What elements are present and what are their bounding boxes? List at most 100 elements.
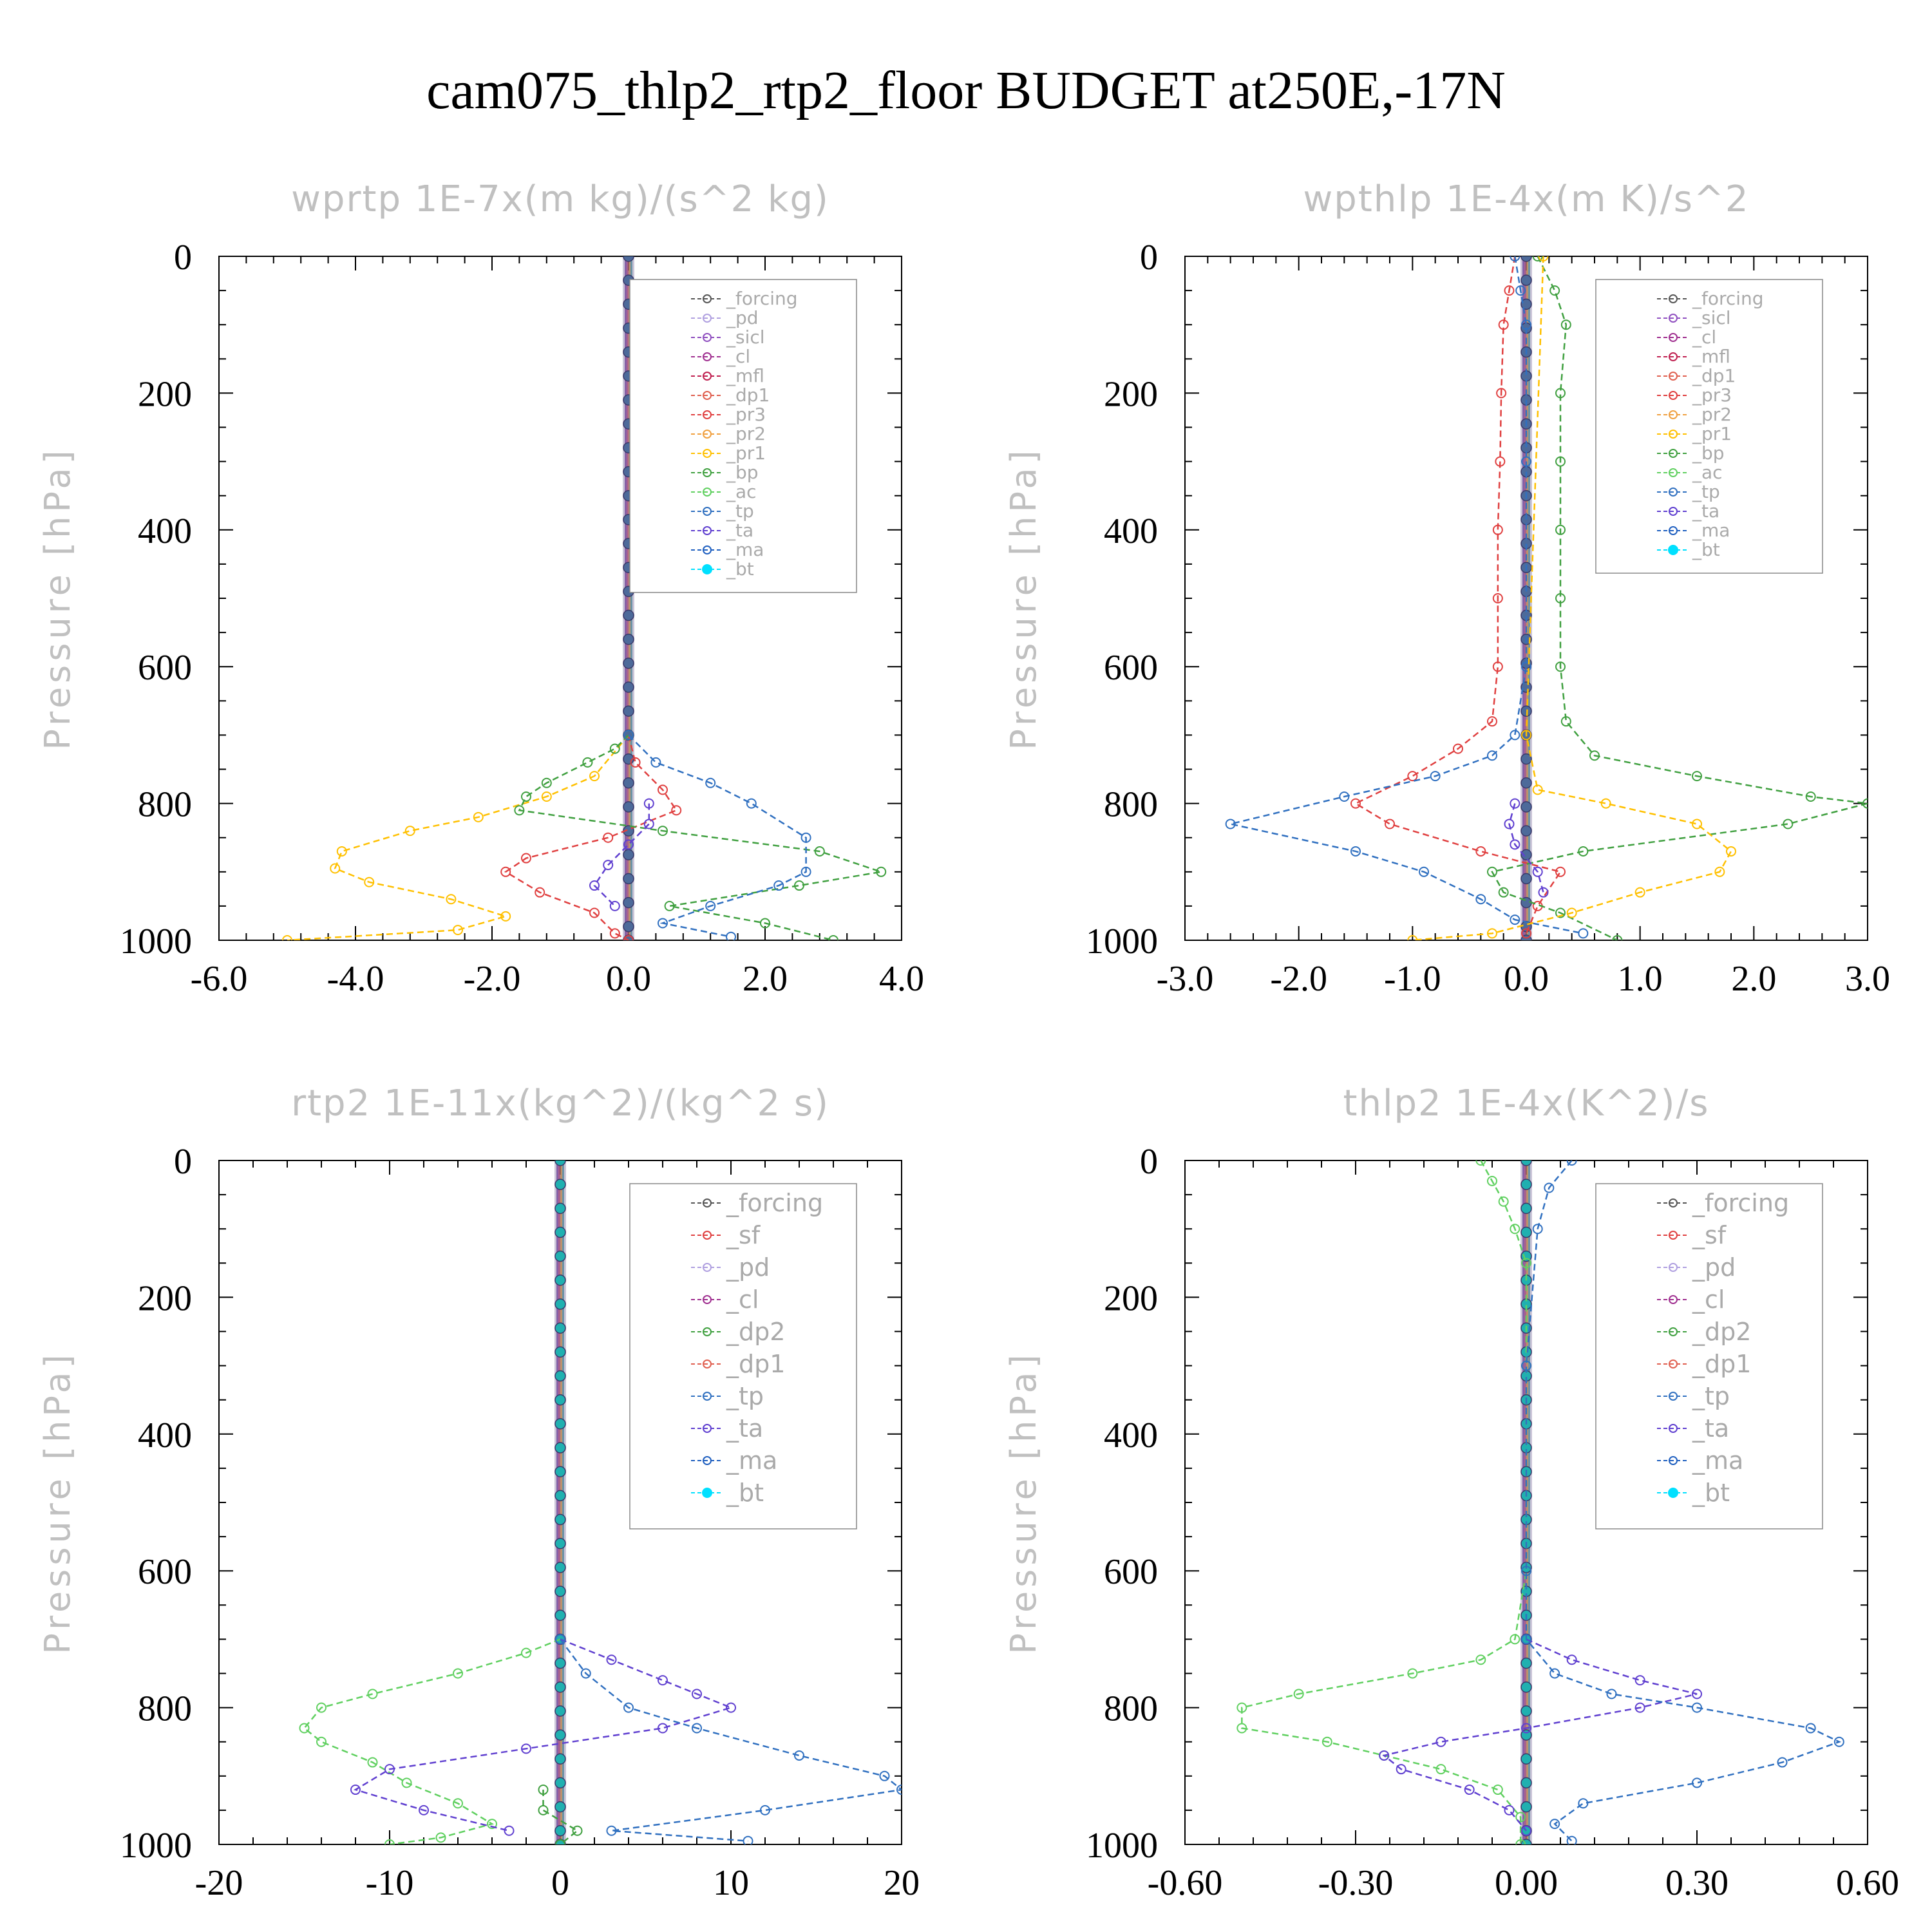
series-point xyxy=(794,1750,804,1761)
legend-entry: _dp1 xyxy=(1657,365,1736,386)
legend-swatch-marker xyxy=(703,294,712,303)
bt-marker xyxy=(554,1777,566,1789)
bt-marker xyxy=(1520,801,1532,813)
series-point xyxy=(1510,1634,1520,1645)
x-tick-label: 1.0 xyxy=(1618,959,1663,999)
legend-swatch-marker xyxy=(1669,430,1678,439)
bt-marker xyxy=(623,609,634,621)
series-point xyxy=(521,1647,531,1658)
series-point xyxy=(538,1785,549,1795)
legend-label: _sf xyxy=(726,1221,761,1249)
series-point xyxy=(705,900,716,911)
series-point xyxy=(1487,716,1497,727)
series-point xyxy=(664,900,675,911)
legend-swatch-marker xyxy=(703,1359,712,1368)
legend-label: _ac xyxy=(726,481,757,502)
bt-marker xyxy=(1520,825,1532,837)
series-point xyxy=(1475,846,1486,857)
series-point xyxy=(1521,1360,1531,1371)
series-point xyxy=(1589,750,1600,761)
series-tp xyxy=(623,730,811,940)
figure-title: cam075_thlp2_rtp2_floor BUDGET at250E,-1… xyxy=(426,61,1506,120)
x-tick-label: -1.0 xyxy=(1384,959,1441,999)
legend-label: _forcing xyxy=(726,288,798,309)
legend-label: _pr1 xyxy=(1692,423,1732,444)
series-point xyxy=(1225,819,1236,829)
bt-marker xyxy=(554,1322,566,1334)
legend-swatch-marker xyxy=(703,1263,712,1272)
x-tick-label: -0.30 xyxy=(1318,1863,1394,1903)
legend-swatch-marker xyxy=(703,333,712,342)
legend-label: _sf xyxy=(1692,1221,1727,1249)
x-tick-label: 4.0 xyxy=(879,959,924,999)
series-point xyxy=(1606,1689,1617,1700)
legend-swatch-marker xyxy=(703,507,712,516)
legend-swatch-marker xyxy=(702,564,712,574)
legend-swatch-marker xyxy=(703,314,712,323)
series-point xyxy=(1634,1675,1645,1686)
legend-swatch-marker xyxy=(1669,294,1678,303)
legend-label: _ta xyxy=(1692,1414,1729,1443)
series-line xyxy=(504,735,678,940)
legend-swatch-marker xyxy=(1669,333,1678,342)
legend-label: _bp xyxy=(726,462,759,483)
legend-label: _tp xyxy=(726,1382,764,1410)
legend-entry: _tp xyxy=(691,1382,764,1410)
series-point xyxy=(603,860,614,871)
series-point xyxy=(435,1832,446,1843)
y-tick-label: 0 xyxy=(174,238,192,278)
y-tick-label: 600 xyxy=(138,648,192,688)
series-point xyxy=(453,1668,463,1679)
series-point xyxy=(500,866,511,877)
legend-label: _ta xyxy=(726,1414,763,1443)
legend-entry: _ma xyxy=(691,539,764,560)
series-point xyxy=(336,846,347,857)
panel-title: wprtp 1E-7x(m kg)/(s^2 kg) xyxy=(291,178,829,220)
series-tp xyxy=(555,1634,902,1844)
series-point xyxy=(1521,928,1531,939)
legend-label: _ma xyxy=(1692,1446,1743,1475)
series-point xyxy=(1634,887,1645,898)
legend-box xyxy=(629,1183,857,1530)
y-axis-label: Pressure [hPa] xyxy=(1003,1350,1044,1654)
series-point xyxy=(643,819,654,829)
legend-label: _bt xyxy=(1692,539,1720,560)
legend-swatch-marker xyxy=(703,1231,712,1240)
legend-swatch-marker xyxy=(1669,410,1678,419)
legend-label: _sicl xyxy=(1692,307,1731,328)
panel-title: rtp2 1E-11x(kg^2)/(kg^2 s) xyxy=(291,1083,829,1124)
bt-marker xyxy=(623,633,634,645)
series-point xyxy=(1578,1798,1589,1809)
series-point xyxy=(1515,285,1526,296)
series-point xyxy=(541,791,552,802)
bt-marker xyxy=(554,1657,566,1669)
legend-label: _cl xyxy=(726,1285,759,1314)
series-point xyxy=(541,777,552,788)
series-point xyxy=(1692,1689,1702,1700)
legend-entry: _tp xyxy=(691,500,754,522)
series-point xyxy=(1495,456,1506,467)
series-point xyxy=(773,880,784,891)
bt-marker xyxy=(623,256,634,262)
series-pr3 xyxy=(500,730,682,940)
x-tick-label: 0 xyxy=(551,1863,569,1903)
legend-entry: _cl xyxy=(691,346,750,367)
legend-label: _bp xyxy=(1692,442,1725,464)
legend: _forcing _sf _pd _cl _dp2 _dp1 _tp _ta _ma _bt xyxy=(629,1183,857,1530)
series-point xyxy=(692,1723,702,1734)
series-point xyxy=(453,1798,463,1809)
legend-label: _dp1 xyxy=(726,384,770,406)
series-line xyxy=(1525,1160,1842,1842)
series-point xyxy=(658,918,668,929)
series-point xyxy=(1692,819,1702,829)
series-point xyxy=(1379,1750,1390,1761)
legend-entry: _dp2 xyxy=(691,1318,785,1346)
legend-label: _dp1 xyxy=(1692,365,1736,386)
series-point xyxy=(746,798,757,809)
series-point xyxy=(1515,1812,1526,1823)
legend-box xyxy=(1595,1183,1823,1530)
series-point xyxy=(623,1702,634,1713)
y-tick-label: 0 xyxy=(1140,238,1158,278)
series-point xyxy=(1435,1764,1446,1775)
series-point xyxy=(760,1804,770,1815)
